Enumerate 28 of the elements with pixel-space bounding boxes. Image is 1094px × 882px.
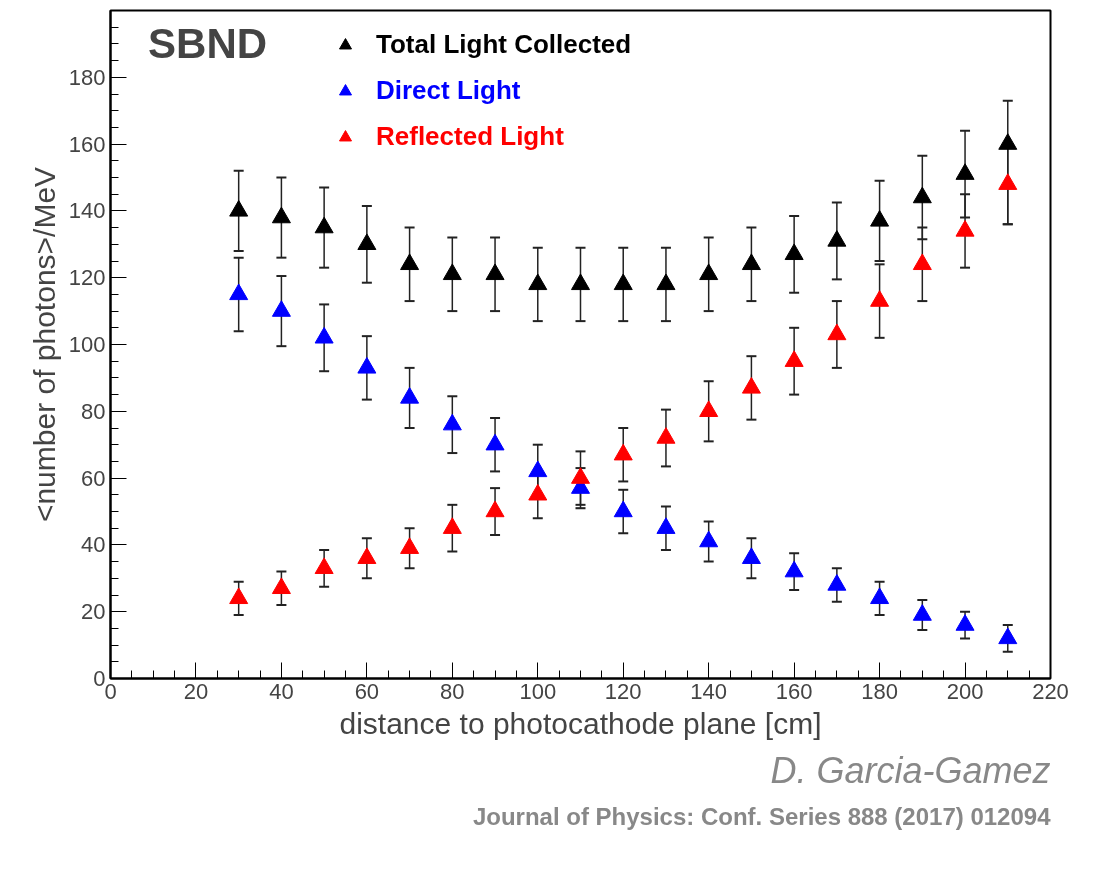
- x-tick-label: 80: [440, 678, 465, 704]
- text: Journal of Physics: Conf. Series 888 (2017) 012094: [472, 802, 1052, 830]
- y-tick-label: 100: [68, 332, 106, 357]
- y-axis-title: <number of photons>/MeV: [27, 166, 61, 523]
- x-tick-label: 160: [775, 678, 813, 704]
- x-tick-label: 60: [354, 678, 380, 704]
- text: D. Garcia-Gamez: [770, 749, 1051, 791]
- x-tick-label: 200: [946, 678, 984, 704]
- legend-label: Direct Light: [376, 75, 521, 106]
- x-tick-label: 140: [690, 678, 728, 704]
- x-tick-label: 180: [861, 678, 898, 704]
- y-tick-label: 40: [81, 532, 106, 558]
- x-axis-title: distance to photocathode plane [cm]: [339, 706, 822, 740]
- x-tick-label: 40: [269, 678, 294, 704]
- y-tick-label: 180: [68, 64, 106, 90]
- x-tick-label: 20: [183, 678, 209, 704]
- y-tick-label: 160: [68, 131, 106, 157]
- y-tick-label: 80: [81, 398, 106, 424]
- annotation: SBND: [148, 20, 268, 68]
- y-tick-label: 20: [81, 599, 106, 625]
- x-tick-label: 120: [604, 678, 642, 704]
- y-tick-label: 60: [81, 465, 106, 491]
- legend-label: Total Light Collected: [376, 29, 632, 60]
- y-tick-label: 140: [68, 198, 106, 224]
- x-tick-label: 100: [519, 678, 557, 704]
- legend-label: Reflected Light: [376, 121, 564, 152]
- x-tick-label: 220: [1032, 678, 1069, 704]
- y-tick-label: 120: [68, 265, 106, 291]
